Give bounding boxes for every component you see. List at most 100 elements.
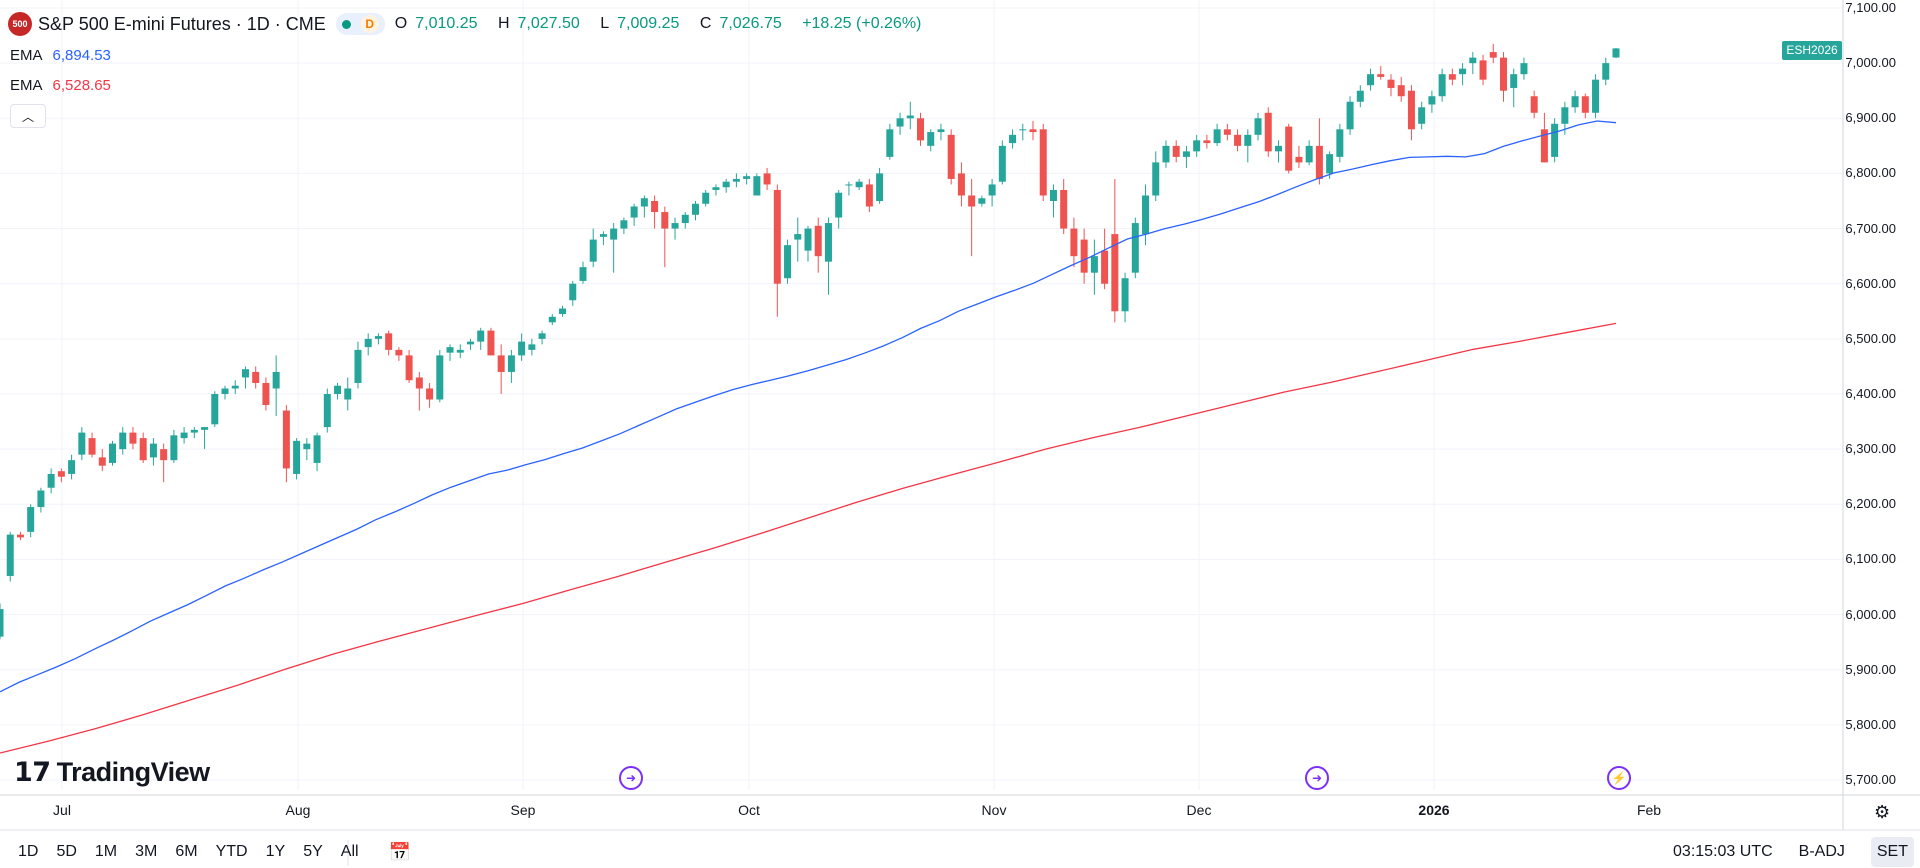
candle-body — [630, 206, 638, 218]
candle-body — [620, 220, 628, 229]
candle-body — [1223, 129, 1231, 135]
candle-body — [988, 184, 996, 196]
low-value: 7,009.25 — [617, 15, 680, 32]
tradingview-logo[interactable]: 𝟭𝟳 TradingView — [14, 757, 210, 788]
clock-time[interactable]: 03:15:03 UTC — [1673, 843, 1773, 860]
tradingview-mark-icon: 𝟭𝟳 — [14, 757, 51, 787]
candle-body — [722, 181, 730, 188]
candle-body — [149, 443, 157, 458]
adjustment-button[interactable]: B-ADJ — [1798, 843, 1845, 860]
candle-body — [170, 435, 178, 461]
candle-body — [1346, 101, 1354, 130]
candle-body — [538, 333, 546, 339]
candle-body — [906, 115, 914, 119]
candle-body — [180, 432, 188, 439]
candle-body — [1469, 57, 1477, 64]
candle-body — [1274, 145, 1282, 152]
ema-fast-legend[interactable]: EMA 6,894.53 — [10, 47, 111, 64]
candle-body — [1121, 278, 1129, 312]
goto-date-icon[interactable]: 📅 — [388, 841, 411, 862]
session-button[interactable]: SET — [1870, 837, 1914, 867]
candle-body — [845, 184, 853, 186]
range-ytd-button[interactable]: YTD — [215, 843, 248, 860]
candle-body — [589, 239, 597, 262]
candle-body — [0, 609, 4, 637]
candle-body — [415, 377, 423, 389]
collapse-legend-button[interactable]: ︿ — [10, 104, 46, 128]
candle-body — [1530, 96, 1538, 113]
price-tick-label: 6,500.00 — [1845, 330, 1896, 346]
candle-body — [78, 432, 86, 455]
chart-settings-icon[interactable]: ⚙ — [1874, 802, 1891, 822]
ema-slow-legend[interactable]: EMA 6,528.65 — [10, 77, 111, 94]
range-6m-button[interactable]: 6M — [175, 843, 198, 860]
candle-body — [569, 283, 577, 301]
candle-body — [855, 181, 863, 188]
candle-body — [47, 473, 55, 488]
candle-body — [313, 435, 321, 463]
time-tick-label: Oct — [738, 802, 760, 818]
candle-body — [835, 192, 843, 218]
time-tick-label: 2026 — [1418, 802, 1450, 818]
candle-body — [1131, 223, 1139, 273]
range-1d-button[interactable]: 1D — [18, 843, 39, 860]
price-tick-label: 6,300.00 — [1845, 441, 1896, 457]
range-5y-button[interactable]: 5Y — [303, 843, 323, 860]
candle-body — [241, 369, 249, 378]
range-5d-button[interactable]: 5D — [56, 843, 77, 860]
candle-body — [1070, 228, 1078, 257]
candle-body — [323, 394, 331, 428]
symbol-title[interactable]: S&P 500 E-mini Futures · 1D · CME — [38, 13, 326, 34]
candle-body — [27, 507, 35, 532]
candle-body — [1561, 107, 1569, 124]
range-3m-button[interactable]: 3M — [135, 843, 158, 860]
lightning-icon[interactable]: ⚡ — [1607, 766, 1631, 790]
candle-body — [1090, 256, 1098, 273]
range-1y-button[interactable]: 1Y — [265, 843, 286, 860]
time-tick-label: Dec — [1186, 802, 1212, 818]
event-arrow-icon[interactable]: ➜ — [1305, 766, 1329, 790]
price-tick-label: 5,700.00 — [1845, 772, 1896, 787]
candle-body — [1336, 129, 1344, 157]
candle-body — [364, 338, 372, 348]
time-tick-label: Sep — [510, 802, 536, 818]
candle-body — [968, 195, 976, 207]
candle-body — [640, 198, 648, 207]
candle-body — [651, 201, 659, 213]
candle-body — [1397, 85, 1405, 97]
candle-body — [998, 145, 1006, 182]
candle-body — [1387, 79, 1395, 88]
candle-body — [1326, 154, 1334, 174]
candle-body — [814, 225, 822, 257]
ema-fast-label: EMA — [10, 47, 43, 64]
candle-body — [282, 410, 290, 469]
range-all-button[interactable]: All — [340, 843, 359, 860]
candle-body — [1581, 96, 1589, 113]
candle-body — [1489, 52, 1497, 58]
candle-body — [732, 178, 740, 182]
candle-body — [16, 534, 24, 538]
candle-body — [947, 134, 955, 179]
candle-body — [1009, 134, 1017, 144]
candle-body — [395, 349, 403, 356]
candle-body — [405, 355, 413, 381]
candle-body — [497, 355, 505, 372]
range-1m-button[interactable]: 1M — [94, 843, 118, 860]
candle-body — [1520, 63, 1528, 75]
candle-body — [865, 184, 873, 207]
candle-body — [794, 234, 802, 240]
candle-body — [702, 192, 710, 204]
candle-body — [917, 118, 925, 141]
price-tick-label: 6,100.00 — [1845, 551, 1896, 567]
price-tick-label: 6,700.00 — [1845, 220, 1896, 236]
ema-slow-value: 6,528.65 — [52, 77, 111, 94]
candle-body — [876, 173, 884, 201]
price-tick-label: 5,900.00 — [1845, 661, 1896, 677]
candle-body — [231, 385, 239, 389]
candle-body — [1111, 234, 1119, 312]
event-arrow-icon[interactable]: ➜ — [619, 766, 643, 790]
candle-body — [681, 214, 689, 224]
candle-body — [559, 308, 567, 315]
market-status-pill[interactable]: D — [335, 13, 385, 35]
